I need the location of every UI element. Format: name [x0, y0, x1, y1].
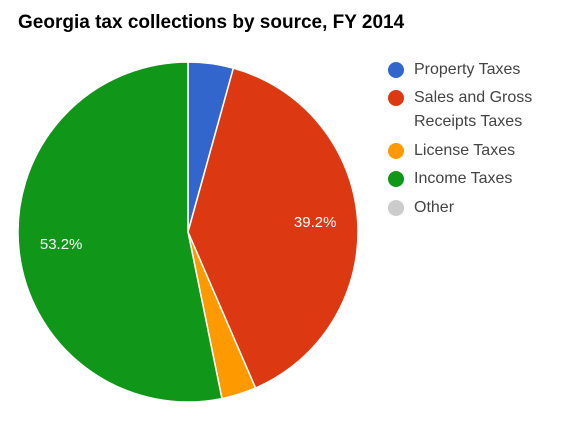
value-label: 39.2% — [294, 214, 337, 231]
legend-item: License Taxes — [388, 139, 558, 163]
legend-label: Income Taxes — [414, 170, 513, 187]
legend-swatch — [388, 90, 404, 106]
legend-item: Sales and Gross Receipts Taxes — [388, 86, 558, 134]
pie-slice — [17, 61, 223, 403]
legend-swatch — [388, 171, 404, 187]
legend-label: License Taxes — [414, 142, 516, 159]
legend-label: Other — [414, 199, 455, 216]
legend-item: Income Taxes — [388, 167, 558, 191]
legend-label: Sales and Gross Receipts Taxes — [414, 89, 533, 130]
legend-swatch — [388, 200, 404, 216]
chart-title: Georgia tax collections by source, FY 20… — [18, 12, 405, 33]
legend-item: Other — [388, 196, 558, 220]
legend-item: Property Taxes — [388, 58, 558, 82]
legend-swatch — [388, 143, 404, 159]
pie-slice — [187, 67, 359, 390]
legend-label: Property Taxes — [414, 61, 521, 78]
value-label: 53.2% — [40, 236, 83, 253]
legend-swatch — [388, 62, 404, 78]
